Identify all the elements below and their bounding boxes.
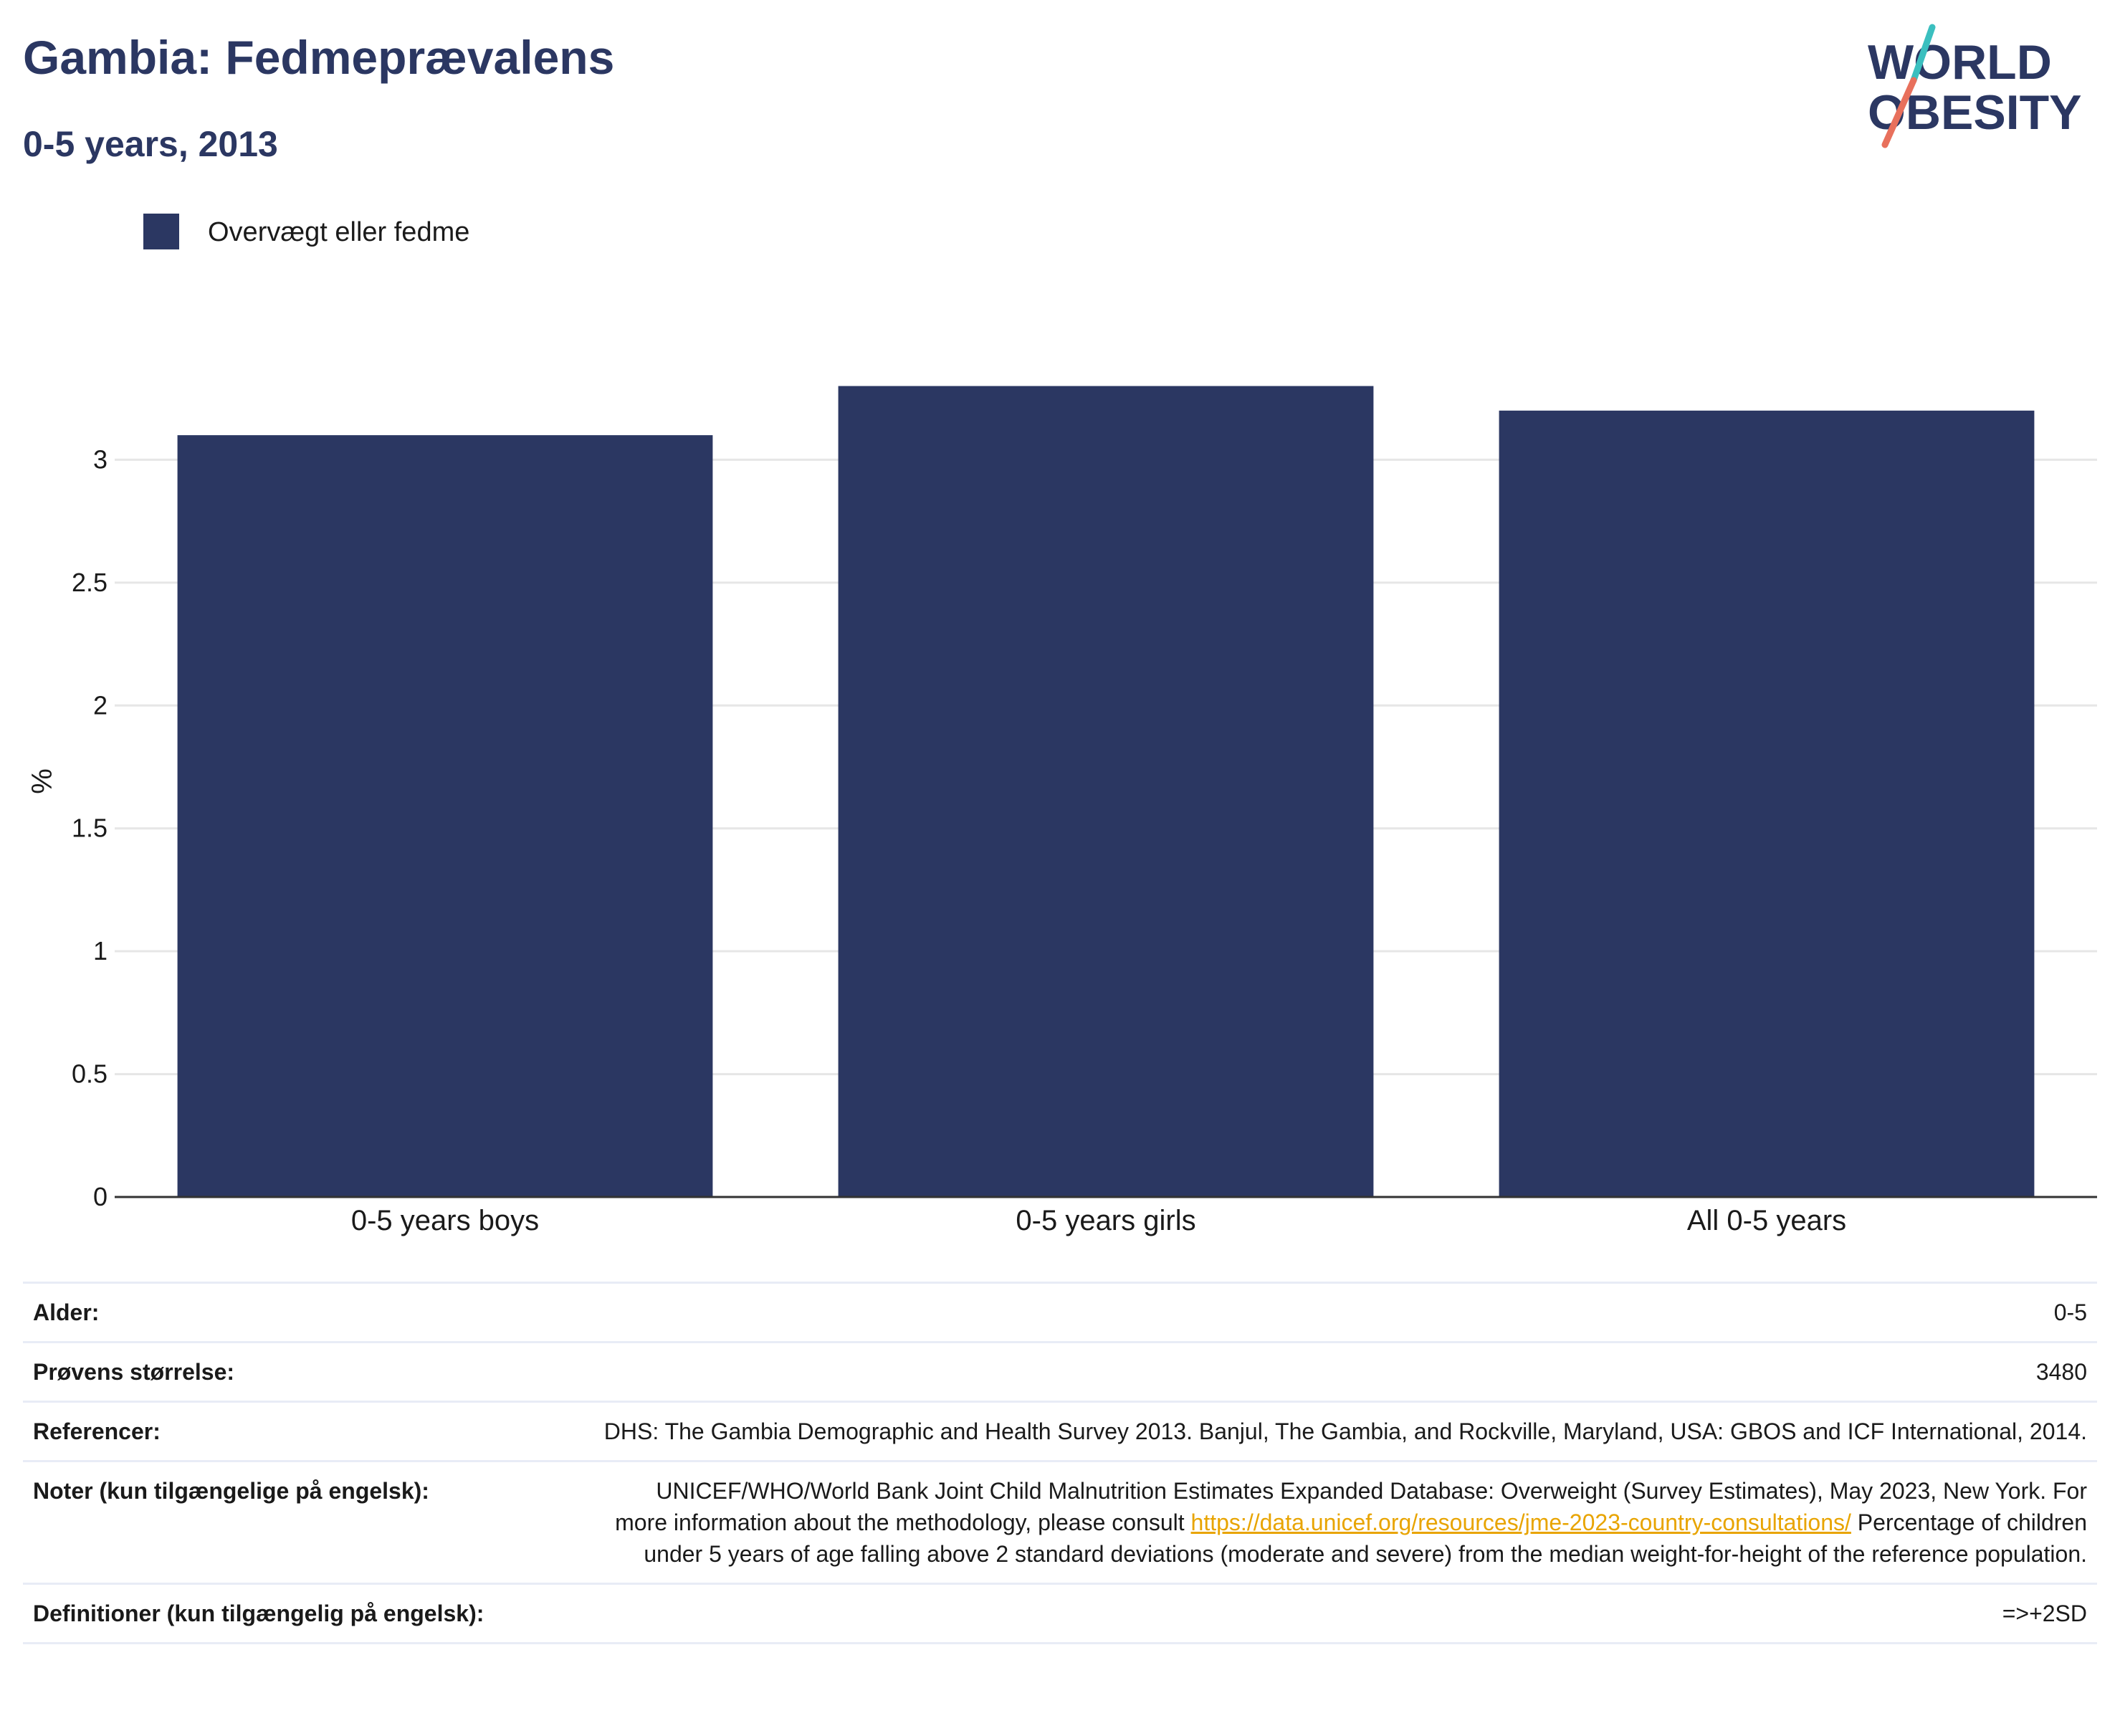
notes-text-after: Percentage of children under 5 years of … [644,1510,2087,1567]
y-tick-label: 3 [93,444,108,474]
age-label: Alder: [23,1282,588,1343]
y-tick-label: 0 [93,1182,108,1211]
age-value: 0-5 [588,1282,2097,1343]
references-label: Referencer: [23,1401,588,1462]
y-tick-label: 2.5 [72,568,108,597]
y-tick-label: 1.5 [72,814,108,843]
logo-accent-teal [1910,24,1936,84]
x-tick-label: 0-5 years girls [1016,1205,1195,1236]
meta-row-definitions: Definitioner (kun tilgængelig på engelsk… [23,1583,2097,1644]
y-tick-label: 0.5 [72,1059,108,1089]
logo-accent-coral [1881,77,1917,148]
bar [1499,410,2035,1197]
logo-text-obesity: OBESITY [1868,85,2082,140]
bar [177,435,713,1198]
y-tick-label: 2 [93,690,108,720]
logo-text-world: WORLD [1868,35,2052,90]
y-axis-title: % [27,768,58,794]
world-obesity-logo: WORLD OBESITY [1868,24,2082,148]
meta-row-sample: Prøvens størrelse: 3480 [23,1342,2097,1403]
chart-subtitle: 0-5 years, 2013 [23,124,278,164]
legend-label: Overvægt eller fedme [208,217,469,247]
notes-value: UNICEF/WHO/World Bank Joint Child Malnut… [588,1461,2097,1585]
chart-title: Gambia: Fedmeprævalens [23,31,615,84]
notes-link[interactable]: https://data.unicef.org/resources/jme-20… [1190,1510,1851,1535]
sample-size-value: 3480 [588,1342,2097,1403]
bar-chart: 0 0.5 1 1.5 2 2.5 3 0-5 years boys 0-5 years gir… [27,214,2097,1236]
bar [838,386,1374,1197]
x-tick-label: 0-5 years boys [351,1205,539,1236]
notes-text: UNICEF/WHO/World Bank Joint Child Malnut… [615,1478,2087,1535]
metadata-table: Alder: 0-5 Prøvens størrelse: 3480 Refer… [23,1282,2097,1644]
meta-row-references: Referencer: DHS: The Gambia Demographic … [23,1401,2097,1462]
meta-row-age: Alder: 0-5 [23,1282,2097,1343]
legend-swatch [143,214,179,249]
y-tick-label: 1 [93,936,108,965]
references-value: DHS: The Gambia Demographic and Health S… [588,1401,2097,1462]
meta-row-notes: Noter (kun tilgængelige på engelsk): UNI… [23,1461,2097,1585]
notes-label: Noter (kun tilgængelige på engelsk): [23,1461,588,1585]
x-tick-label: All 0-5 years [1687,1205,1846,1236]
definitions-label: Definitioner (kun tilgængelig på engelsk… [23,1583,588,1644]
definitions-value: =>+2SD [588,1583,2097,1644]
sample-size-label: Prøvens størrelse: [23,1342,588,1403]
